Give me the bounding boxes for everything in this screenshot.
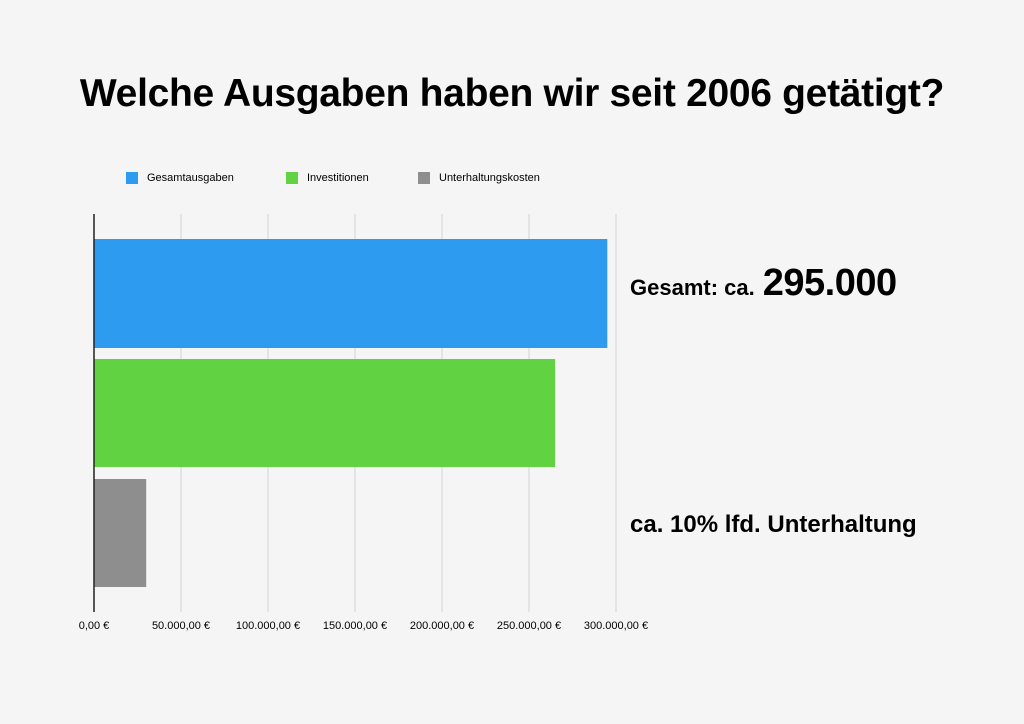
x-tick-label: 100.000,00 € bbox=[236, 620, 300, 632]
legend-label: Unterhaltungskosten bbox=[439, 172, 540, 184]
legend-item-unterhaltungskosten: Unterhaltungskosten bbox=[418, 172, 540, 184]
maintenance-annotation: ca. 10% lfd. Unterhaltung bbox=[630, 511, 917, 538]
legend-swatch bbox=[418, 172, 430, 184]
x-tick-label: 150.000,00 € bbox=[323, 620, 387, 632]
x-tick-label: 250.000,00 € bbox=[497, 620, 561, 632]
x-tick-label: 50.000,00 € bbox=[152, 620, 210, 632]
x-tick-label: 300.000,00 € bbox=[584, 620, 648, 632]
legend-label: Investitionen bbox=[307, 172, 369, 184]
bar-gesamtausgaben bbox=[94, 239, 608, 348]
legend-item-investitionen: Investitionen bbox=[286, 172, 369, 184]
total-annotation-amount: 295.000 bbox=[762, 262, 897, 304]
x-tick-label: 0,00 € bbox=[79, 620, 110, 632]
legend-swatch bbox=[286, 172, 298, 184]
legend-label: Gesamtausgaben bbox=[147, 172, 234, 184]
chart-title: Welche Ausgaben haben wir seit 2006 getä… bbox=[79, 72, 945, 115]
legend-swatch bbox=[126, 172, 138, 184]
total-annotation-prefix: Gesamt: ca. bbox=[630, 275, 755, 300]
bar-investitionen bbox=[94, 359, 556, 467]
x-tick-label: 200.000,00 € bbox=[410, 620, 474, 632]
total-annotation: Gesamt: ca. 295.000 bbox=[630, 262, 897, 310]
bar-unterhaltungskosten bbox=[94, 479, 147, 587]
legend-item-gesamtausgaben: Gesamtausgaben bbox=[126, 172, 234, 184]
